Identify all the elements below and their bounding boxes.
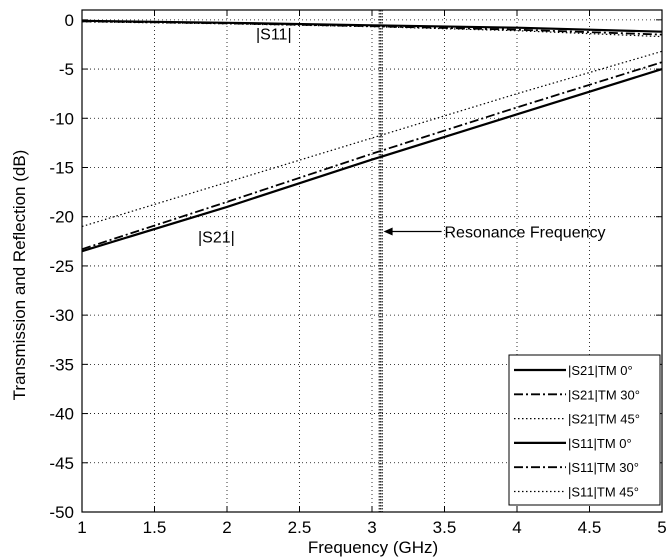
resonance-arrow-head — [383, 227, 393, 236]
x-tick-label: 2.5 — [288, 518, 312, 537]
legend-label-4: |S11|TM 30° — [568, 460, 639, 475]
legend-label-1: |S21|TM 30° — [568, 387, 640, 402]
x-tick-label: 2 — [222, 518, 231, 537]
legend: |S21|TM 0° |S21|TM 30° |S21|TM 45° |S11|TM … — [508, 354, 661, 506]
axis-ticks: 1 1.5 2 2.5 3 3.5 4 4.5 5 0 -5 -10 -15 -20 -25 -30 -35 -4… — [49, 10, 667, 537]
y-tick-label: -10 — [49, 109, 74, 128]
x-tick-label: 1.5 — [143, 518, 167, 537]
legend-label-0: |S21|TM 0° — [568, 363, 633, 378]
legend-label-3: |S11|TM 0° — [568, 436, 632, 451]
x-tick-label: 1 — [77, 518, 86, 537]
legend-box — [508, 354, 661, 506]
grid — [82, 10, 662, 512]
series-group — [81, 19, 663, 253]
x-tick-label: 5 — [657, 518, 666, 537]
resonance-label: Resonance Frequency — [445, 224, 606, 241]
x-tick-label: 3.5 — [433, 518, 457, 537]
annotations: |S11| |S21| Resonance Frequency — [198, 27, 605, 247]
y-tick-label: -5 — [59, 60, 74, 79]
y-tick-label: -45 — [49, 454, 74, 473]
y-tick-label: -15 — [49, 158, 74, 177]
x-tick-label: 4 — [512, 518, 521, 537]
series-line-4 — [81, 20, 663, 36]
s21-label: |S21| — [198, 229, 235, 246]
y-tick-label: -50 — [49, 503, 74, 522]
legend-label-5: |S11|TM 45° — [568, 485, 639, 500]
y-tick-label: -20 — [49, 208, 74, 227]
series-line-0 — [81, 68, 663, 253]
legend-label-2: |S21|TM 45° — [568, 412, 640, 427]
x-tick-label: 3 — [367, 518, 376, 537]
y-tick-label: -40 — [49, 405, 74, 424]
x-tick-label: 4.5 — [578, 518, 602, 537]
y-tick-label: -30 — [49, 306, 74, 325]
x-axis-title: Frequency (GHz) — [308, 538, 438, 557]
series-line-2 — [81, 50, 663, 228]
y-tick-label: -35 — [49, 355, 74, 374]
y-tick-label: -25 — [49, 257, 74, 276]
y-axis-title: Transmission and Reflection (dB) — [10, 150, 29, 401]
y-tick-label: 0 — [65, 11, 74, 30]
series-line-5 — [81, 21, 663, 38]
resonance-line-group — [378, 10, 383, 512]
s11-label: |S11| — [256, 27, 292, 44]
